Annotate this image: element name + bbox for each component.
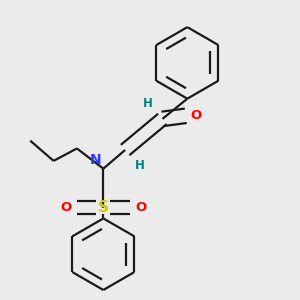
Text: S: S: [98, 200, 109, 215]
Text: O: O: [60, 201, 71, 214]
Text: H: H: [134, 159, 144, 172]
Text: O: O: [190, 109, 202, 122]
Text: O: O: [135, 201, 147, 214]
Text: H: H: [143, 97, 153, 110]
Text: N: N: [90, 153, 102, 167]
